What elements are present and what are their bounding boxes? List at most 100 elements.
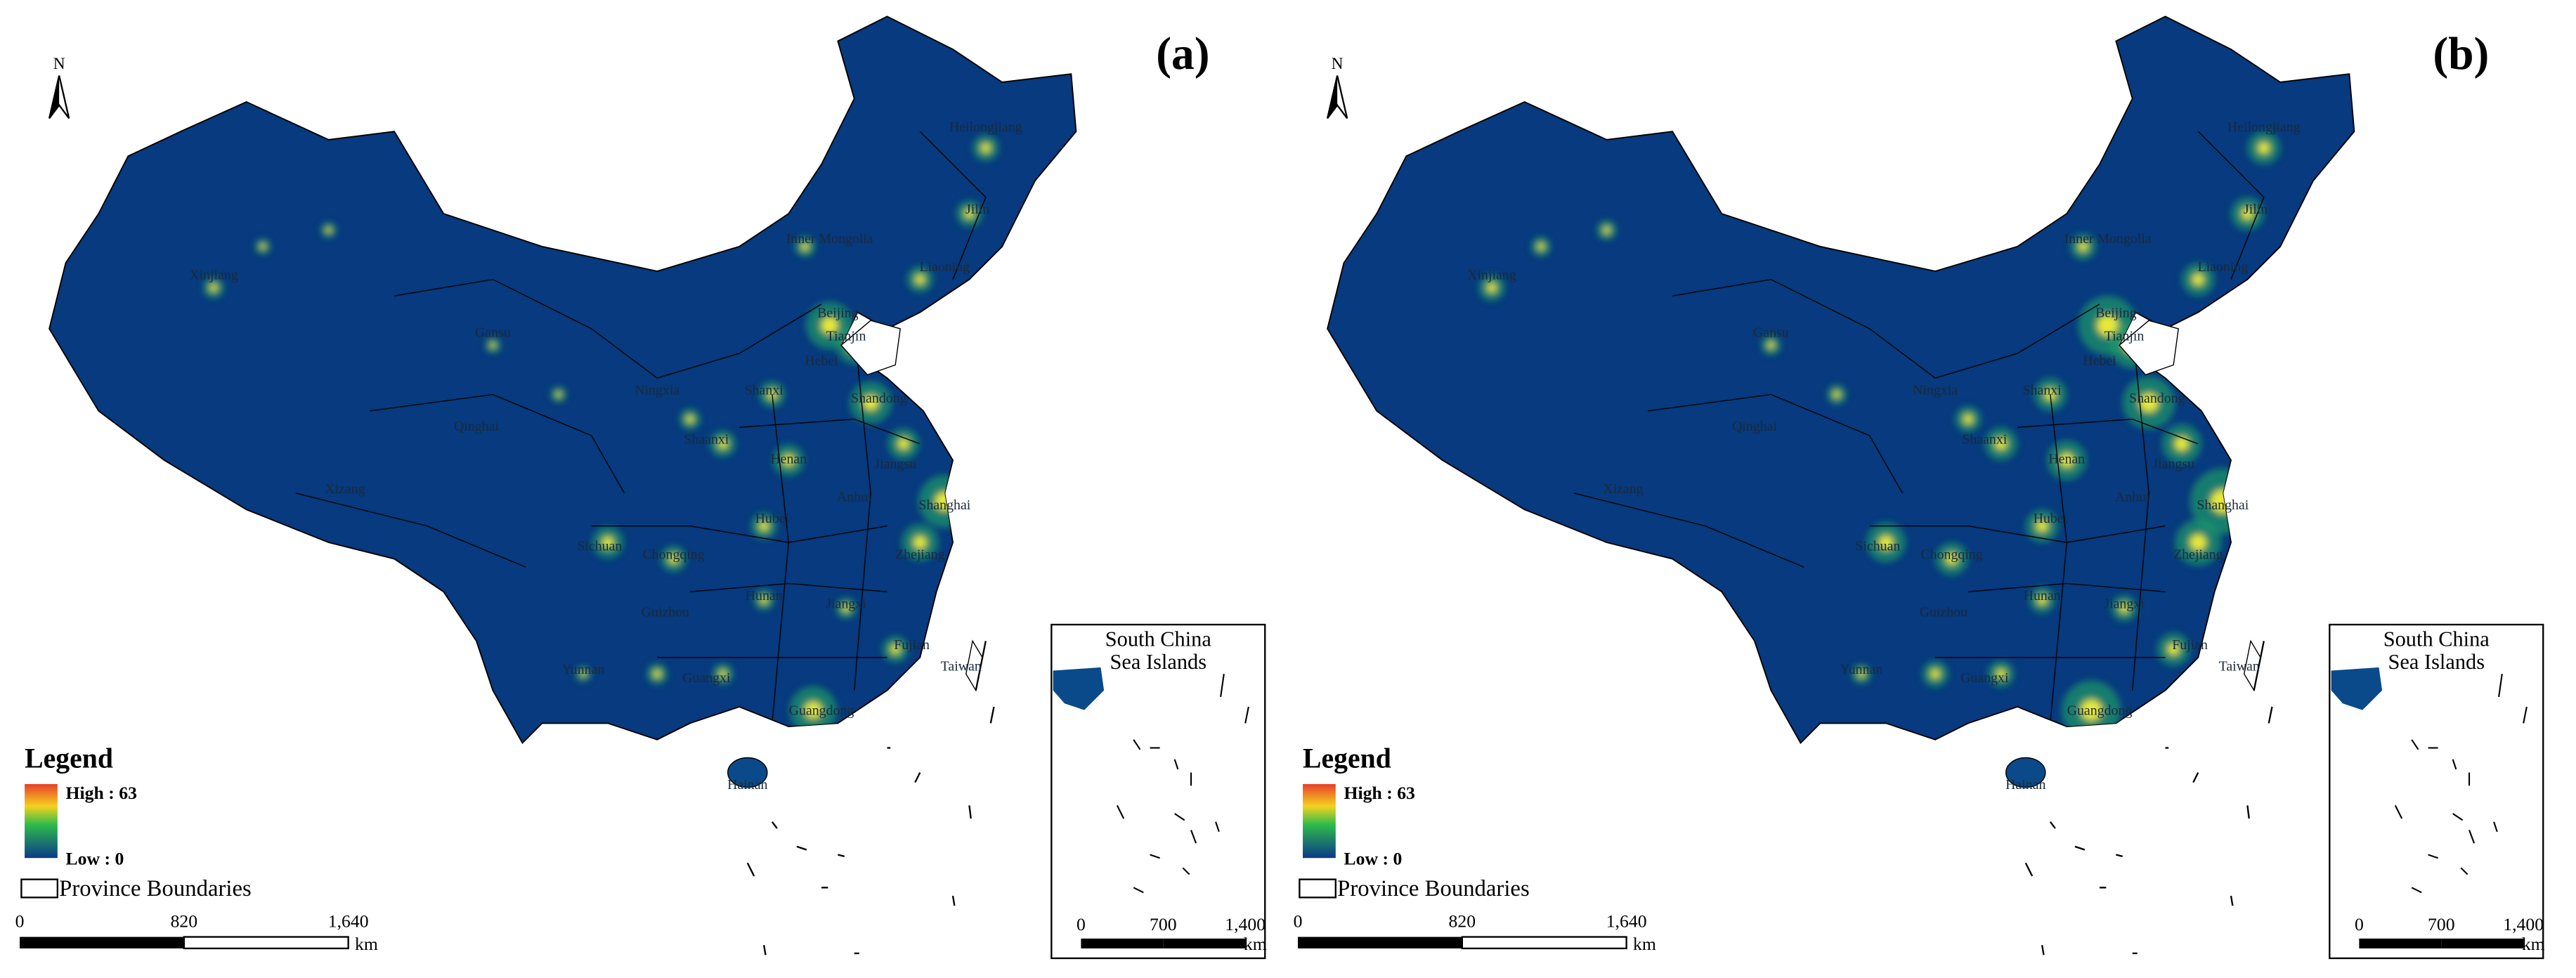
legend-high: High : 63 <box>66 783 137 803</box>
province-boundary <box>2132 328 2149 691</box>
inset-scale-black <box>1081 938 1164 948</box>
light-core <box>2189 533 2207 552</box>
island <box>763 945 767 956</box>
legend-boundary-label: Province Boundaries <box>1337 876 1530 901</box>
inset-scale-unit: km <box>2522 934 2545 954</box>
light-core <box>1996 669 2006 679</box>
island <box>771 821 778 829</box>
light-core <box>2119 603 2130 613</box>
inset-scale-tick-label: 0 <box>1076 914 1086 934</box>
province-boundary <box>739 418 921 445</box>
province-label: Jilin <box>2244 202 2268 217</box>
province-label: Jiangsu <box>2152 457 2194 472</box>
province-label: Xizang <box>325 481 365 497</box>
inset-island <box>1133 887 1144 894</box>
light-core <box>2078 241 2088 252</box>
inset-island <box>1190 830 1197 844</box>
province-label: Guangxi <box>682 670 731 686</box>
province-boundary <box>657 304 822 379</box>
light-core <box>719 670 727 678</box>
province-boundary <box>369 393 625 494</box>
province-label: Qinghai <box>454 419 499 434</box>
province-label: Taiwan <box>941 659 982 674</box>
province-label: Jiangxi <box>826 596 866 612</box>
light-core <box>1767 341 1775 349</box>
inset-island <box>1133 739 1141 750</box>
province-label: Shaanxi <box>684 432 729 448</box>
province-label: Hunan <box>746 588 783 604</box>
light-core <box>325 227 332 233</box>
province-boundary <box>2197 131 2265 280</box>
light-core <box>913 535 928 549</box>
province-label: Hunan <box>2024 588 2061 604</box>
province-label: Guangxi <box>1960 670 2009 686</box>
scale-tick-label: 820 <box>1449 911 1476 931</box>
light-core <box>1857 670 1866 678</box>
scale-bar-white <box>183 936 349 950</box>
scale-unit: km <box>1633 934 1656 954</box>
light-core <box>2096 314 2119 337</box>
island <box>951 895 956 906</box>
province-label: Liaoning <box>920 259 970 275</box>
inset-island <box>2493 821 2498 833</box>
light-core <box>2258 141 2270 155</box>
province-boundary <box>689 582 887 592</box>
light-core <box>1486 282 1497 293</box>
province-label: Heilongjiang <box>2227 119 2301 135</box>
island <box>796 845 807 851</box>
province-boundary <box>772 394 789 724</box>
light-core <box>2059 452 2074 468</box>
light-core <box>980 143 991 153</box>
province-boundary <box>1934 304 2100 379</box>
province-label: Anhui <box>837 490 872 505</box>
province-label: Beijing <box>2095 306 2137 321</box>
province-label: Qinghai <box>1732 419 1777 434</box>
light-core <box>686 415 694 424</box>
province-label: Shandong <box>851 391 906 406</box>
province-label: Xinjiang <box>1467 268 1516 283</box>
province-label: Shanghai <box>918 497 970 513</box>
light-core <box>1603 226 1611 234</box>
inset-island <box>2468 830 2476 844</box>
province-label: Fujian <box>2172 637 2208 653</box>
light-core <box>862 394 879 411</box>
province-label: Hebei <box>2083 353 2116 368</box>
light-core <box>2044 388 2057 401</box>
light-core <box>2192 273 2205 286</box>
light-core <box>1945 552 1958 566</box>
inset-scale-tick-label: 0 <box>2355 914 2364 934</box>
island <box>746 862 755 877</box>
inset-land <box>2331 667 2383 710</box>
province-label: Inner Mongolia <box>2064 231 2152 247</box>
province-label: Hubei <box>2034 511 2068 526</box>
scale-tick-label: 820 <box>171 911 198 931</box>
light-core <box>2036 519 2048 533</box>
province-boundary <box>1869 525 2166 543</box>
light-core <box>2080 698 2103 722</box>
night-lights <box>202 134 999 734</box>
province-boundary <box>919 131 987 280</box>
inset-island <box>1220 674 1225 698</box>
light-core <box>804 701 822 719</box>
province-label: Fujian <box>894 637 930 653</box>
inset-island <box>1215 821 1220 833</box>
province-label: Guangdong <box>2067 703 2133 719</box>
island <box>2041 945 2045 956</box>
inset-island <box>1244 706 1249 724</box>
legend-high: High : 63 <box>1344 783 1414 803</box>
light-core <box>209 283 218 292</box>
scale-bar-white <box>1461 936 1627 950</box>
light-core <box>964 209 975 219</box>
light-core <box>1930 669 1941 679</box>
inset-island <box>2411 887 2422 894</box>
province-label: Zhejiang <box>895 547 945 562</box>
province-label: Heilongjiang <box>949 119 1022 135</box>
province-label: Hebei <box>805 353 838 368</box>
china-outline <box>1327 15 2355 744</box>
inset-island <box>2411 739 2419 750</box>
inset-island <box>2498 674 2503 698</box>
province-boundary <box>1967 582 2166 592</box>
light-core <box>897 438 910 450</box>
light-core <box>801 242 809 251</box>
province-label: Anhui <box>2115 490 2150 505</box>
